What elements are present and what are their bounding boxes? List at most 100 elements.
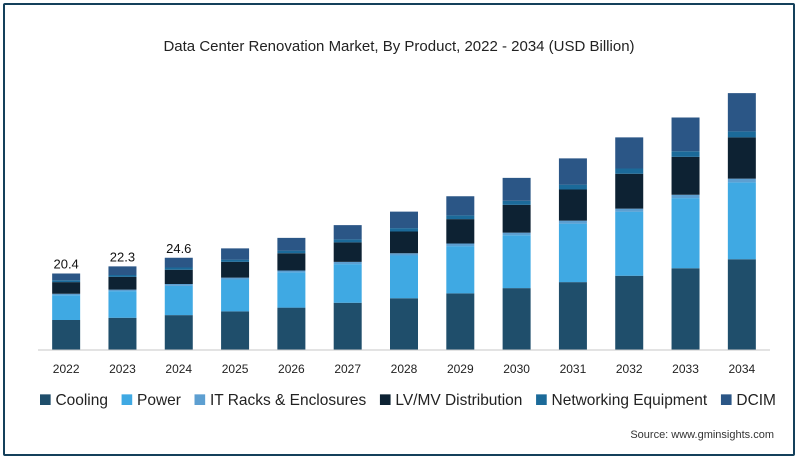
bar-segment-2027-series-1 bbox=[333, 264, 362, 303]
bar-segment-2031-series-2 bbox=[558, 220, 587, 224]
bar-segment-2026-series-1 bbox=[277, 272, 306, 308]
total-data-label: 24.6 bbox=[166, 241, 191, 256]
bar-segment-2033-series-1 bbox=[671, 198, 700, 269]
bar-segment-2032-series-0 bbox=[615, 275, 644, 350]
bar-segment-2023-series-4 bbox=[108, 275, 137, 277]
bars-group bbox=[52, 93, 756, 350]
chart-title: Data Center Renovation Market, By Produc… bbox=[163, 38, 634, 55]
bar-segment-2034-series-5 bbox=[727, 93, 756, 132]
legend-swatch bbox=[40, 394, 51, 405]
bar-segment-2032-series-5 bbox=[615, 137, 644, 169]
bar-segment-2029-series-2 bbox=[446, 243, 475, 247]
bar-segment-2034-series-0 bbox=[727, 259, 756, 350]
bar-segment-2027-series-3 bbox=[333, 242, 362, 262]
legend: Cooling Power IT Racks & Enclosures LV/MV D… bbox=[40, 392, 776, 409]
bar-segment-2031-series-5 bbox=[558, 158, 587, 185]
bar-segment-2025-series-2 bbox=[221, 277, 250, 280]
bar-segment-2025-series-3 bbox=[221, 261, 250, 278]
bar-segment-2023-series-1 bbox=[108, 291, 137, 318]
bar-segment-2024-series-4 bbox=[164, 267, 193, 270]
legend-label: LV/MV Distribution bbox=[395, 392, 522, 409]
legend-label: Cooling bbox=[55, 392, 107, 409]
bar-segment-2026-series-5 bbox=[277, 237, 306, 251]
bar-segment-2030-series-4 bbox=[502, 200, 531, 205]
bar-segment-2025-series-0 bbox=[221, 311, 250, 350]
x-tick-label: 2023 bbox=[109, 362, 136, 376]
bar-segment-2029-series-1 bbox=[446, 246, 475, 294]
bar-segment-2026-series-3 bbox=[277, 253, 306, 271]
bar-segment-2029-series-3 bbox=[446, 219, 475, 244]
total-data-label: 22.3 bbox=[110, 249, 135, 264]
bar-segment-2033-series-3 bbox=[671, 156, 700, 195]
bar-segment-2028-series-0 bbox=[390, 298, 418, 350]
bar-segment-2024-series-5 bbox=[164, 257, 193, 268]
bar-segment-2022-series-1 bbox=[52, 295, 81, 320]
bar-segment-2024-series-3 bbox=[164, 269, 193, 284]
bar-segment-2023-series-2 bbox=[108, 289, 137, 292]
bar-segment-2033-series-5 bbox=[671, 117, 700, 152]
bar-segment-2022-series-2 bbox=[52, 293, 81, 296]
bar-segment-2029-series-5 bbox=[446, 196, 475, 216]
bar-segment-2032-series-1 bbox=[615, 211, 644, 276]
bar-segment-2024-series-1 bbox=[164, 285, 193, 316]
bar-segment-2022-series-4 bbox=[52, 280, 81, 283]
bar-segment-2022-series-5 bbox=[52, 273, 81, 281]
bar-segment-2024-series-0 bbox=[164, 315, 193, 350]
bar-segment-2029-series-4 bbox=[446, 215, 475, 220]
x-tick-label: 2033 bbox=[672, 362, 699, 376]
bar-segment-2028-series-4 bbox=[390, 228, 418, 232]
x-tick-label: 2034 bbox=[728, 362, 755, 376]
legend-label: Power bbox=[137, 392, 181, 409]
bar-segment-2027-series-5 bbox=[333, 225, 362, 240]
bar-segment-2022-series-0 bbox=[52, 320, 81, 350]
legend-label: IT Racks & Enclosures bbox=[210, 392, 366, 409]
bar-segment-2033-series-0 bbox=[671, 268, 700, 350]
bar-segment-2026-series-4 bbox=[277, 250, 306, 254]
source-note: Source: www.gminsights.com bbox=[630, 429, 774, 441]
bar-segment-2034-series-1 bbox=[727, 182, 756, 260]
bar-segment-2024-series-2 bbox=[164, 284, 193, 286]
bar-segment-2023-series-3 bbox=[108, 276, 137, 290]
bar-segment-2022-series-3 bbox=[52, 282, 81, 294]
bar-segment-2032-series-4 bbox=[615, 168, 644, 174]
bar-segment-2028-series-1 bbox=[390, 255, 418, 299]
bar-segment-2031-series-1 bbox=[558, 223, 587, 283]
x-tick-label: 2031 bbox=[560, 362, 587, 376]
bar-segment-2031-series-3 bbox=[558, 189, 587, 221]
bar-segment-2027-series-4 bbox=[333, 239, 362, 243]
x-tick-label: 2026 bbox=[278, 362, 305, 376]
bar-segment-2030-series-2 bbox=[502, 232, 531, 236]
x-tick-label: 2027 bbox=[334, 362, 361, 376]
legend-swatch bbox=[536, 394, 547, 405]
bar-segment-2030-series-1 bbox=[502, 235, 531, 289]
bar-segment-2028-series-5 bbox=[390, 211, 418, 229]
bar-segment-2028-series-3 bbox=[390, 231, 418, 254]
x-tick-label: 2025 bbox=[222, 362, 249, 376]
bar-segment-2023-series-0 bbox=[108, 317, 137, 350]
legend-swatch bbox=[379, 394, 391, 405]
legend-label: Networking Equipment bbox=[552, 392, 708, 409]
bar-segment-2030-series-0 bbox=[502, 288, 531, 350]
x-tick-label: 2032 bbox=[616, 362, 643, 376]
bar-segment-2030-series-5 bbox=[502, 177, 531, 201]
x-tick-label: 2030 bbox=[503, 362, 530, 376]
bar-segment-2029-series-0 bbox=[446, 293, 475, 350]
bar-segment-2031-series-4 bbox=[558, 184, 587, 190]
bar-segment-2025-series-4 bbox=[221, 259, 250, 262]
bar-segment-2034-series-4 bbox=[727, 131, 756, 138]
bar-segment-2031-series-0 bbox=[558, 282, 587, 350]
bar-segment-2034-series-3 bbox=[727, 137, 756, 179]
legend-swatch bbox=[720, 394, 732, 405]
x-tick-label: 2022 bbox=[53, 362, 80, 376]
bar-segment-2034-series-2 bbox=[727, 178, 756, 183]
bar-segment-2030-series-3 bbox=[502, 204, 531, 233]
bar-segment-2027-series-2 bbox=[333, 261, 362, 265]
x-tick-label: 2028 bbox=[391, 362, 418, 376]
bar-segment-2027-series-0 bbox=[333, 302, 362, 350]
bar-segment-2025-series-1 bbox=[221, 279, 250, 312]
data-labels: 20.4 22.3 24.6 bbox=[53, 241, 191, 272]
bar-segment-2026-series-0 bbox=[277, 307, 306, 350]
bar-segment-2032-series-2 bbox=[615, 208, 644, 212]
bar-segment-2028-series-2 bbox=[390, 253, 418, 256]
